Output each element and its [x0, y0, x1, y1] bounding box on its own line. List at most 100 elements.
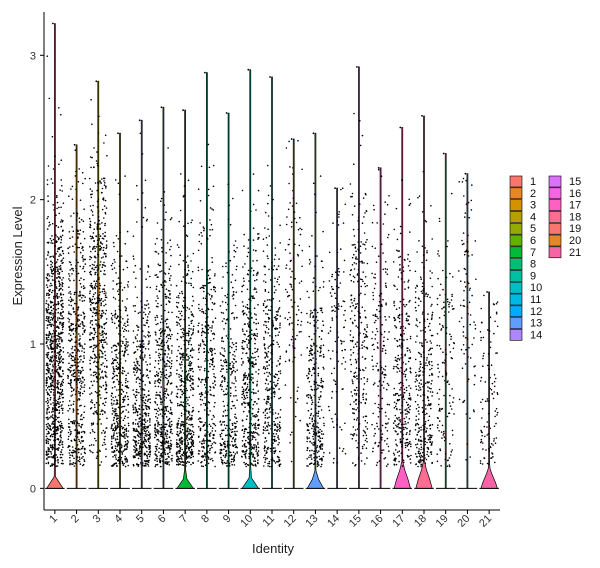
cell-point — [252, 227, 255, 229]
cell-point — [182, 401, 185, 404]
cell-point — [205, 300, 208, 303]
cell-point — [59, 264, 62, 267]
cell-point — [221, 336, 223, 339]
cell-point — [223, 461, 226, 464]
cell-point — [202, 312, 205, 314]
cell-point — [82, 267, 84, 270]
cell-point — [93, 245, 96, 248]
cell-point — [115, 427, 118, 430]
cell-point — [95, 439, 97, 442]
cell-point — [70, 300, 73, 302]
cell-point — [51, 182, 54, 184]
cell-point — [57, 364, 60, 367]
cell-point — [165, 397, 168, 399]
cell-point — [157, 344, 160, 346]
cell-point — [70, 264, 72, 266]
cell-point — [222, 276, 224, 278]
cell-point — [76, 213, 79, 215]
cell-point — [61, 340, 63, 343]
cell-point — [132, 305, 135, 307]
cell-point — [241, 386, 244, 389]
cell-point — [82, 311, 84, 314]
cell-point — [60, 462, 63, 465]
cell-point — [170, 365, 173, 368]
cell-point — [255, 426, 257, 429]
cell-point — [155, 285, 158, 288]
cell-point — [147, 343, 150, 345]
cell-point — [97, 255, 100, 257]
cell-point — [163, 341, 165, 344]
cell-point — [132, 408, 135, 410]
cell-point — [211, 257, 213, 259]
cell-point — [187, 332, 190, 335]
cell-point — [70, 395, 72, 397]
cell-point — [192, 406, 194, 409]
cell-point — [89, 270, 92, 273]
cell-point — [223, 347, 225, 350]
cell-point — [118, 308, 121, 311]
cell-point — [92, 444, 95, 446]
cell-point — [90, 237, 92, 240]
cell-point — [252, 249, 255, 251]
cell-point — [181, 458, 183, 460]
cell-point — [206, 460, 208, 463]
cell-point — [50, 242, 52, 244]
cell-point — [177, 422, 180, 425]
cell-point — [106, 154, 108, 157]
cell-point — [198, 450, 201, 452]
cell-point — [119, 422, 122, 424]
cell-point — [158, 451, 160, 454]
cell-point — [180, 415, 183, 417]
cell-point — [247, 438, 250, 440]
cell-point — [96, 206, 99, 208]
cell-point — [118, 305, 120, 308]
max-point — [138, 119, 141, 122]
cell-point — [257, 427, 260, 430]
cell-point — [245, 446, 248, 448]
cell-point — [144, 425, 146, 428]
violin-group-2 — [66, 143, 87, 489]
cell-point — [143, 436, 145, 439]
cell-point — [167, 337, 170, 340]
cell-point — [176, 439, 178, 441]
cell-point — [205, 402, 207, 405]
cell-point — [157, 306, 159, 308]
cell-point — [117, 293, 120, 296]
cell-point — [155, 415, 157, 418]
cell-point — [141, 423, 144, 425]
cell-point — [170, 439, 172, 442]
cell-point — [207, 274, 210, 277]
cell-point — [184, 396, 187, 399]
cell-point — [98, 342, 100, 345]
cell-point — [141, 153, 144, 155]
cell-point — [99, 378, 101, 380]
cell-point — [57, 383, 59, 385]
cell-point — [120, 425, 123, 428]
cell-point — [184, 392, 186, 395]
cell-point — [144, 304, 146, 306]
cell-point — [112, 429, 115, 431]
cell-point — [226, 368, 228, 371]
cell-point — [61, 185, 63, 187]
cell-point — [123, 398, 125, 401]
cell-point — [125, 307, 128, 310]
cell-point — [100, 270, 102, 273]
max-point — [52, 22, 54, 25]
cell-point — [140, 448, 143, 451]
cell-point — [148, 455, 151, 458]
cell-point — [81, 294, 84, 297]
cell-point — [199, 287, 202, 290]
cell-point — [231, 382, 233, 384]
cell-point — [69, 433, 72, 436]
cell-point — [46, 437, 49, 440]
cell-point — [185, 403, 187, 405]
cell-point — [144, 348, 147, 350]
cell-point — [76, 456, 78, 459]
cell-point — [184, 433, 186, 436]
cell-point — [53, 439, 56, 441]
cell-point — [95, 160, 98, 162]
cell-point — [134, 286, 137, 288]
plot-panel — [45, 22, 499, 489]
cell-point — [139, 378, 142, 381]
cell-point — [166, 433, 169, 436]
